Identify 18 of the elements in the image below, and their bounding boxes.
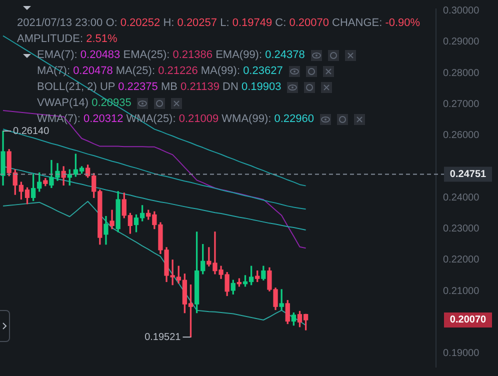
y-tick-label: 0.23000: [443, 224, 480, 235]
annotation: EMA(7): 0.20483 EMA(25): 0.21386 EMA(99): 0.24378: [37, 49, 305, 62]
y-tick-label: 0.28000: [443, 68, 480, 79]
y-tick-label: 0.29000: [443, 36, 480, 48]
annotation: 0.26140: [13, 126, 50, 137]
annotation: AMPLITUDE: 2.51%: [17, 33, 118, 46]
y-tick-label: 0.24000: [443, 192, 480, 204]
y-tick-label: 0.22000: [443, 254, 480, 266]
y-tick-label: 0.19000: [443, 348, 480, 360]
annotation: 0.19521: [144, 332, 182, 343]
ref-line-label: 0.24751: [450, 169, 487, 180]
text: 0.20070: [450, 314, 486, 326]
y-tick-label: 0.30000: [443, 6, 480, 17]
y-tick-label: 0.21000: [443, 286, 480, 297]
y-tick-label: 0.27000: [443, 99, 480, 110]
annotation: BOLL(21, 2) UP 0.22375 MB 0.21139 DN 0.19903: [37, 81, 282, 94]
y-tick-label: 0.26000: [443, 130, 480, 142]
annotation: 0.20070: [289, 17, 329, 29]
